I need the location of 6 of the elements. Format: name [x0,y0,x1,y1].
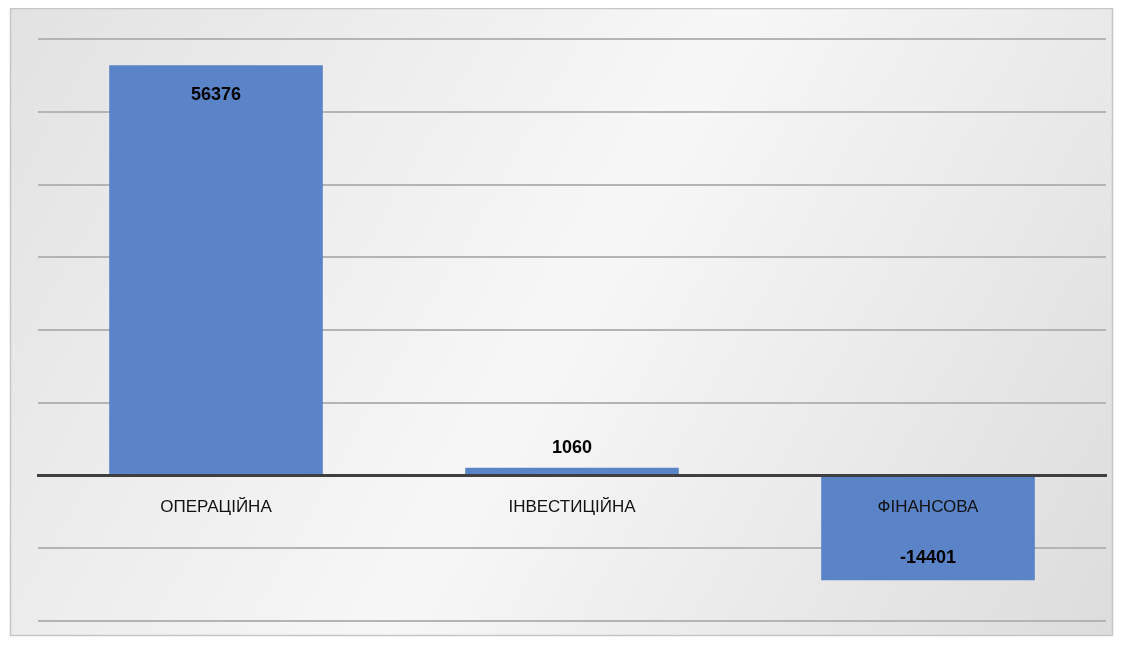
data-label: 56376 [190,84,242,105]
data-label: -14401 [899,547,957,568]
data-label: 1060 [551,436,593,457]
x-tick-label: ФІНАНСОВА [877,497,980,517]
x-tick-label: ОПЕРАЦІЙНА [160,497,273,517]
x-tick-label: ІНВЕСТИЦІЙНА [508,497,637,517]
